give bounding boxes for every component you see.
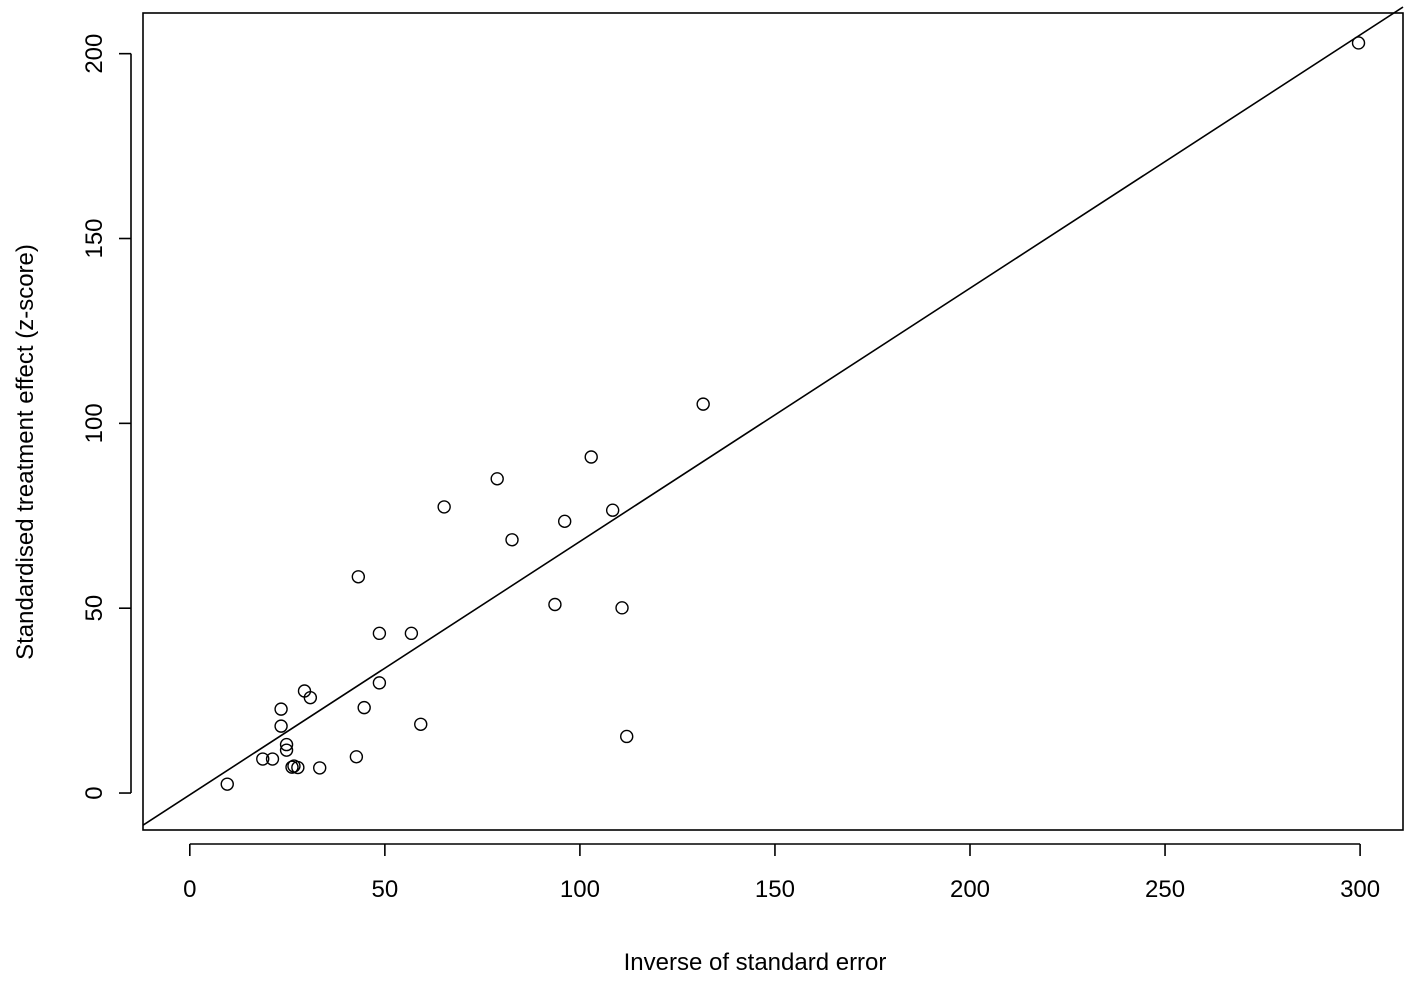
y-tick-label: 150 [81,218,108,258]
data-point [303,690,318,705]
data-point [274,702,288,716]
data-point [437,500,451,514]
data-point [414,717,428,731]
data-point [1351,36,1366,50]
x-tick-label: 200 [950,876,990,903]
x-tick-label: 50 [372,876,399,903]
points-layer [220,36,1366,791]
data-point [505,533,519,547]
data-point [313,761,327,775]
x-tick-label: 250 [1145,876,1185,903]
fit-line [142,6,1404,826]
x-axis-label: Inverse of standard error [624,949,887,976]
plot-frame [142,12,1404,831]
data-point [265,752,280,766]
x-axis: 0 50 100 150 200 250 300 [183,843,1380,903]
data-point [548,597,562,612]
y-tick-label: 200 [81,34,108,74]
data-point [279,737,294,752]
data-point [351,570,366,584]
data-point [584,450,598,464]
data-point [274,719,288,733]
data-point [557,514,572,529]
data-point [279,743,294,757]
fit-line-layer [142,6,1404,826]
data-point [220,777,234,791]
data-point [349,750,364,764]
data-point [620,729,634,744]
y-axis-label: Standardised treatment effect (z-score) [12,244,39,660]
data-point [404,626,419,641]
data-point [256,752,270,766]
y-tick-label: 100 [81,403,108,443]
data-point [372,676,387,690]
y-axis: 0 50 100 150 200 [81,34,132,800]
y-tick-label: 50 [81,595,108,622]
data-point [696,397,710,411]
x-tick-label: 150 [755,876,795,903]
data-point [357,700,371,715]
data-point [372,626,387,641]
data-point [285,760,299,774]
x-tick-label: 100 [560,876,600,903]
y-tick-label: 0 [81,786,108,799]
x-tick-label: 0 [183,876,196,903]
data-point [605,503,620,517]
data-point [615,601,629,615]
data-point [291,760,305,775]
data-point [490,472,504,486]
x-tick-label: 300 [1340,876,1380,903]
